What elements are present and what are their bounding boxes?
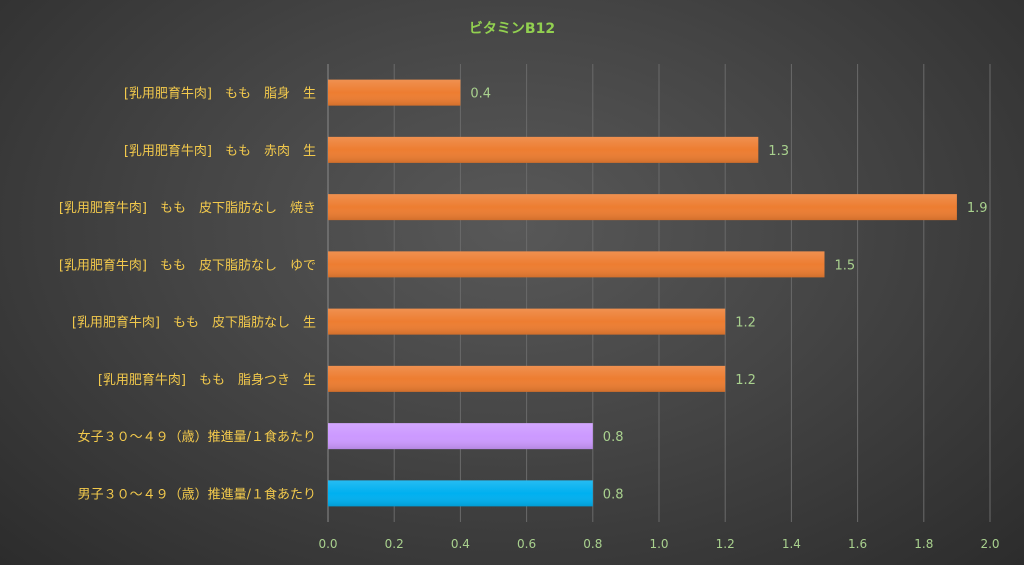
x-axis-ticks: 0.0 0.2 0.4 0.6 0.8 1.0 1.2 1.4 1.6 1.8 2.0	[318, 537, 999, 551]
bar-shade	[328, 251, 825, 278]
x-tick-label: 0.0	[318, 537, 337, 551]
category-label: [乳用肥育牛肉] もも 赤肉 生	[124, 143, 316, 159]
x-tick-label: 1.0	[649, 537, 668, 551]
x-tick-label: 1.2	[716, 537, 735, 551]
x-tick-label: 1.8	[914, 537, 933, 551]
gridlines	[327, 64, 991, 522]
category-label: [乳用肥育牛肉] もも 皮下脂肪なし ゆで	[59, 257, 316, 273]
data-label: 0.4	[470, 87, 491, 102]
x-tick-label: 0.8	[583, 537, 602, 551]
chart-title: ビタミンB12	[469, 21, 555, 37]
bar-shade	[328, 79, 461, 106]
category-label: [乳用肥育牛肉] もも 脂身 生	[124, 86, 316, 102]
category-label: 女子３０～４９（歳）推進量/１食あたり	[78, 429, 316, 445]
category-label: [乳用肥育牛肉] もも 皮下脂肪なし 生	[72, 315, 316, 331]
bar-shade	[328, 365, 726, 392]
x-tick-label: 1.4	[782, 537, 801, 551]
x-tick-label: 2.0	[980, 537, 999, 551]
data-label: 0.8	[603, 487, 624, 502]
category-label: 男子３０～４９（歳）推進量/１食あたり	[78, 486, 316, 502]
data-label: 1.3	[768, 144, 789, 159]
data-label: 1.5	[835, 258, 856, 273]
bar-shade	[328, 194, 957, 221]
data-label: 1.2	[735, 373, 756, 388]
bar-shade	[328, 136, 759, 163]
bar-shade	[328, 308, 726, 335]
x-tick-label: 0.4	[451, 537, 470, 551]
x-tick-label: 0.6	[517, 537, 536, 551]
category-label: [乳用肥育牛肉] もも 脂身つき 生	[98, 372, 316, 388]
x-tick-label: 0.2	[385, 537, 404, 551]
bars	[328, 79, 957, 507]
x-tick-label: 1.6	[848, 537, 867, 551]
bar-shade	[328, 480, 593, 507]
data-label: 1.2	[735, 316, 756, 331]
data-label: 1.9	[967, 201, 988, 216]
category-labels: [乳用肥育牛肉] もも 脂身 生 [乳用肥育牛肉] もも 赤肉 生 [乳用肥育牛肉]…	[59, 86, 316, 503]
value-labels: 0.4 1.3 1.9 1.5 1.2 1.2 0.8 0.8	[470, 87, 987, 503]
bar-shade	[328, 423, 593, 450]
category-label: [乳用肥育牛肉] もも 皮下脂肪なし 焼き	[59, 200, 316, 216]
data-label: 0.8	[603, 430, 624, 445]
